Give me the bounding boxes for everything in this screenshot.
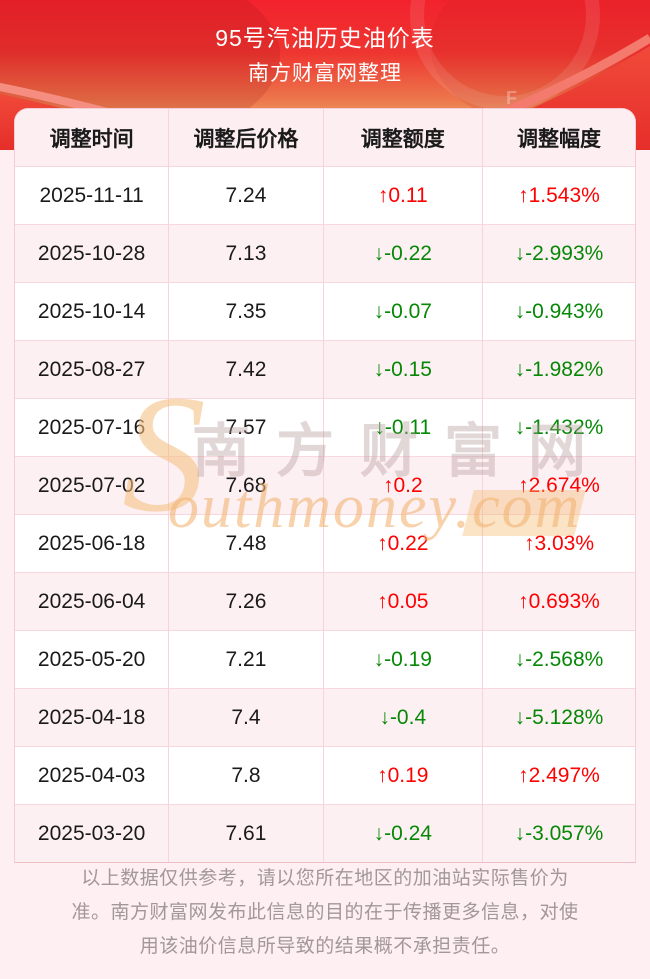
col-header-pct: 调整幅度 bbox=[481, 109, 635, 167]
cell-price: 7.48 bbox=[168, 514, 324, 573]
cell-date: 2025-10-28 bbox=[15, 224, 169, 283]
cell-date: 2025-05-20 bbox=[15, 630, 169, 689]
cell-pct: ↓-2.993% bbox=[481, 224, 635, 283]
table-row: 2025-07-16 7.57 ↓-0.11 ↓-1.432% bbox=[15, 398, 635, 457]
table-row: 2025-10-14 7.35 ↓-0.07 ↓-0.943% bbox=[15, 282, 635, 341]
cell-change: ↑0.19 bbox=[322, 746, 483, 805]
cell-price: 7.8 bbox=[168, 746, 324, 805]
table-row: 2025-08-27 7.42 ↓-0.15 ↓-1.982% bbox=[15, 340, 635, 399]
cell-change: ↓-0.07 bbox=[322, 282, 483, 341]
table-row: 2025-04-03 7.8 ↑0.19 ↑2.497% bbox=[15, 746, 635, 805]
cell-date: 2025-04-03 bbox=[15, 746, 169, 805]
gauge-f-mark: F bbox=[506, 88, 517, 108]
cell-change: ↓-0.11 bbox=[322, 398, 483, 457]
cell-pct: ↑3.03% bbox=[481, 514, 635, 573]
cell-pct: ↓-0.943% bbox=[481, 282, 635, 341]
cell-price: 7.26 bbox=[168, 572, 324, 631]
cell-change: ↓-0.22 bbox=[322, 224, 483, 283]
price-table-card: 调整时间 调整后价格 调整额度 调整幅度 2025-11-11 7.24 ↑0.… bbox=[14, 108, 636, 863]
table-row: 2025-06-18 7.48 ↑0.22 ↑3.03% bbox=[15, 514, 635, 573]
cell-pct: ↓-1.982% bbox=[481, 340, 635, 399]
cell-change: ↓-0.24 bbox=[322, 804, 483, 862]
cell-pct: ↓-5.128% bbox=[481, 688, 635, 747]
table-row: 2025-06-04 7.26 ↑0.05 ↑0.693% bbox=[15, 572, 635, 631]
table-row: 2025-11-11 7.24 ↑0.11 ↑1.543% bbox=[15, 166, 635, 225]
cell-price: 7.35 bbox=[168, 282, 324, 341]
disclaimer-text: 以上数据仅供参考，请以您所在地区的加油站实际售价为准。南方财富网发布此信息的目的… bbox=[71, 868, 579, 957]
cell-date: 2025-07-16 bbox=[15, 398, 169, 457]
table-row: 2025-10-28 7.13 ↓-0.22 ↓-2.993% bbox=[15, 224, 635, 283]
cell-date: 2025-10-14 bbox=[15, 282, 169, 341]
price-table-body: 2025-11-11 7.24 ↑0.11 ↑1.543% 2025-10-28… bbox=[15, 166, 635, 862]
header-row: 调整时间 调整后价格 调整额度 调整幅度 bbox=[15, 109, 635, 167]
price-table-header: 调整时间 调整后价格 调整额度 调整幅度 bbox=[15, 109, 635, 167]
table-row: 2025-07-02 7.68 ↑0.2 ↑2.674% bbox=[15, 456, 635, 515]
page-title: 95号汽油历史油价表 bbox=[215, 25, 435, 51]
cell-pct: ↓-3.057% bbox=[481, 804, 635, 862]
cell-change: ↑0.22 bbox=[322, 514, 483, 573]
gauge-arc bbox=[410, 0, 600, 110]
cell-date: 2025-06-18 bbox=[15, 514, 169, 573]
cell-price: 7.13 bbox=[168, 224, 324, 283]
cell-date: 2025-04-18 bbox=[15, 688, 169, 747]
col-header-date: 调整时间 bbox=[15, 109, 169, 167]
cell-pct: ↓-1.432% bbox=[481, 398, 635, 457]
table-row: 2025-05-20 7.21 ↓-0.19 ↓-2.568% bbox=[15, 630, 635, 689]
cell-pct: ↑2.674% bbox=[481, 456, 635, 515]
cell-change: ↑0.2 bbox=[322, 456, 483, 515]
cell-date: 2025-03-20 bbox=[15, 804, 169, 862]
table-row: 2025-03-20 7.61 ↓-0.24 ↓-3.057% bbox=[15, 804, 635, 862]
table-row: 2025-04-18 7.4 ↓-0.4 ↓-5.128% bbox=[15, 688, 635, 747]
price-table: 调整时间 调整后价格 调整额度 调整幅度 2025-11-11 7.24 ↑0.… bbox=[15, 109, 635, 862]
cell-change: ↑0.05 bbox=[322, 572, 483, 631]
cell-price: 7.4 bbox=[168, 688, 324, 747]
cell-change: ↑0.11 bbox=[322, 166, 483, 225]
cell-date: 2025-06-04 bbox=[15, 572, 169, 631]
cell-price: 7.57 bbox=[168, 398, 324, 457]
cell-change: ↓-0.4 bbox=[322, 688, 483, 747]
cell-price: 7.68 bbox=[168, 456, 324, 515]
cell-pct: ↑2.497% bbox=[481, 746, 635, 805]
cell-date: 2025-11-11 bbox=[15, 166, 169, 225]
cell-change: ↓-0.15 bbox=[322, 340, 483, 399]
cell-date: 2025-07-02 bbox=[15, 456, 169, 515]
col-header-change: 调整额度 bbox=[322, 109, 483, 167]
cell-price: 7.61 bbox=[168, 804, 324, 862]
col-header-price: 调整后价格 bbox=[168, 109, 324, 167]
cell-pct: ↓-2.568% bbox=[481, 630, 635, 689]
cell-price: 7.24 bbox=[168, 166, 324, 225]
cell-price: 7.21 bbox=[168, 630, 324, 689]
cell-price: 7.42 bbox=[168, 340, 324, 399]
page-subtitle: 南方财富网整理 bbox=[248, 62, 402, 85]
cell-pct: ↑1.543% bbox=[481, 166, 635, 225]
cell-date: 2025-08-27 bbox=[15, 340, 169, 399]
cell-change: ↓-0.19 bbox=[322, 630, 483, 689]
cell-pct: ↑0.693% bbox=[481, 572, 635, 631]
